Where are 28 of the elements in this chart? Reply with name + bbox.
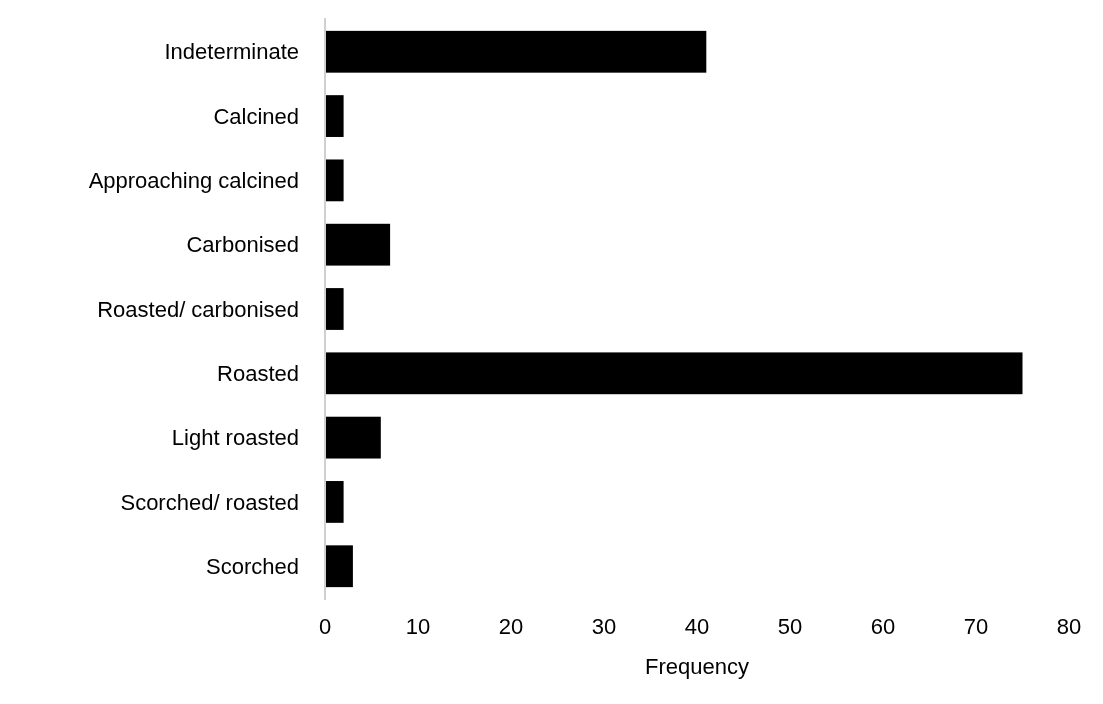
- y-tick-label: Scorched/ roasted: [120, 489, 299, 515]
- bar: [325, 545, 353, 588]
- x-axis-title: Frequency: [645, 654, 749, 679]
- bar: [325, 288, 344, 330]
- bar: [325, 481, 344, 523]
- y-tick-label: Scorched: [206, 553, 299, 579]
- x-tick-label: 10: [405, 614, 431, 639]
- x-tick-label: 70: [963, 614, 989, 639]
- bar: [325, 416, 381, 459]
- bar: [325, 95, 344, 137]
- y-tick-label: Carbonised: [186, 232, 299, 258]
- x-tick-label: 60: [870, 614, 896, 639]
- x-tick-label: 0: [318, 614, 332, 639]
- x-tick-label: 20: [498, 614, 524, 639]
- x-tick-label: 40: [684, 614, 710, 639]
- y-tick-label: Roasted/ carbonised: [97, 296, 299, 322]
- bar: [325, 159, 344, 202]
- x-tick-label: 30: [591, 614, 617, 639]
- bar: [325, 352, 1023, 395]
- x-tick-label: 50: [777, 614, 803, 639]
- y-tick-label: Light roasted: [171, 425, 299, 451]
- bar: [325, 30, 707, 73]
- y-tick-label: Calcined: [213, 103, 299, 129]
- bar: [325, 223, 391, 266]
- y-tick-label: Roasted: [217, 361, 299, 387]
- y-tick-label: Approaching calcined: [88, 168, 299, 194]
- y-tick-label: Indeterminate: [164, 39, 299, 65]
- x-tick-label: 80: [1056, 614, 1082, 639]
